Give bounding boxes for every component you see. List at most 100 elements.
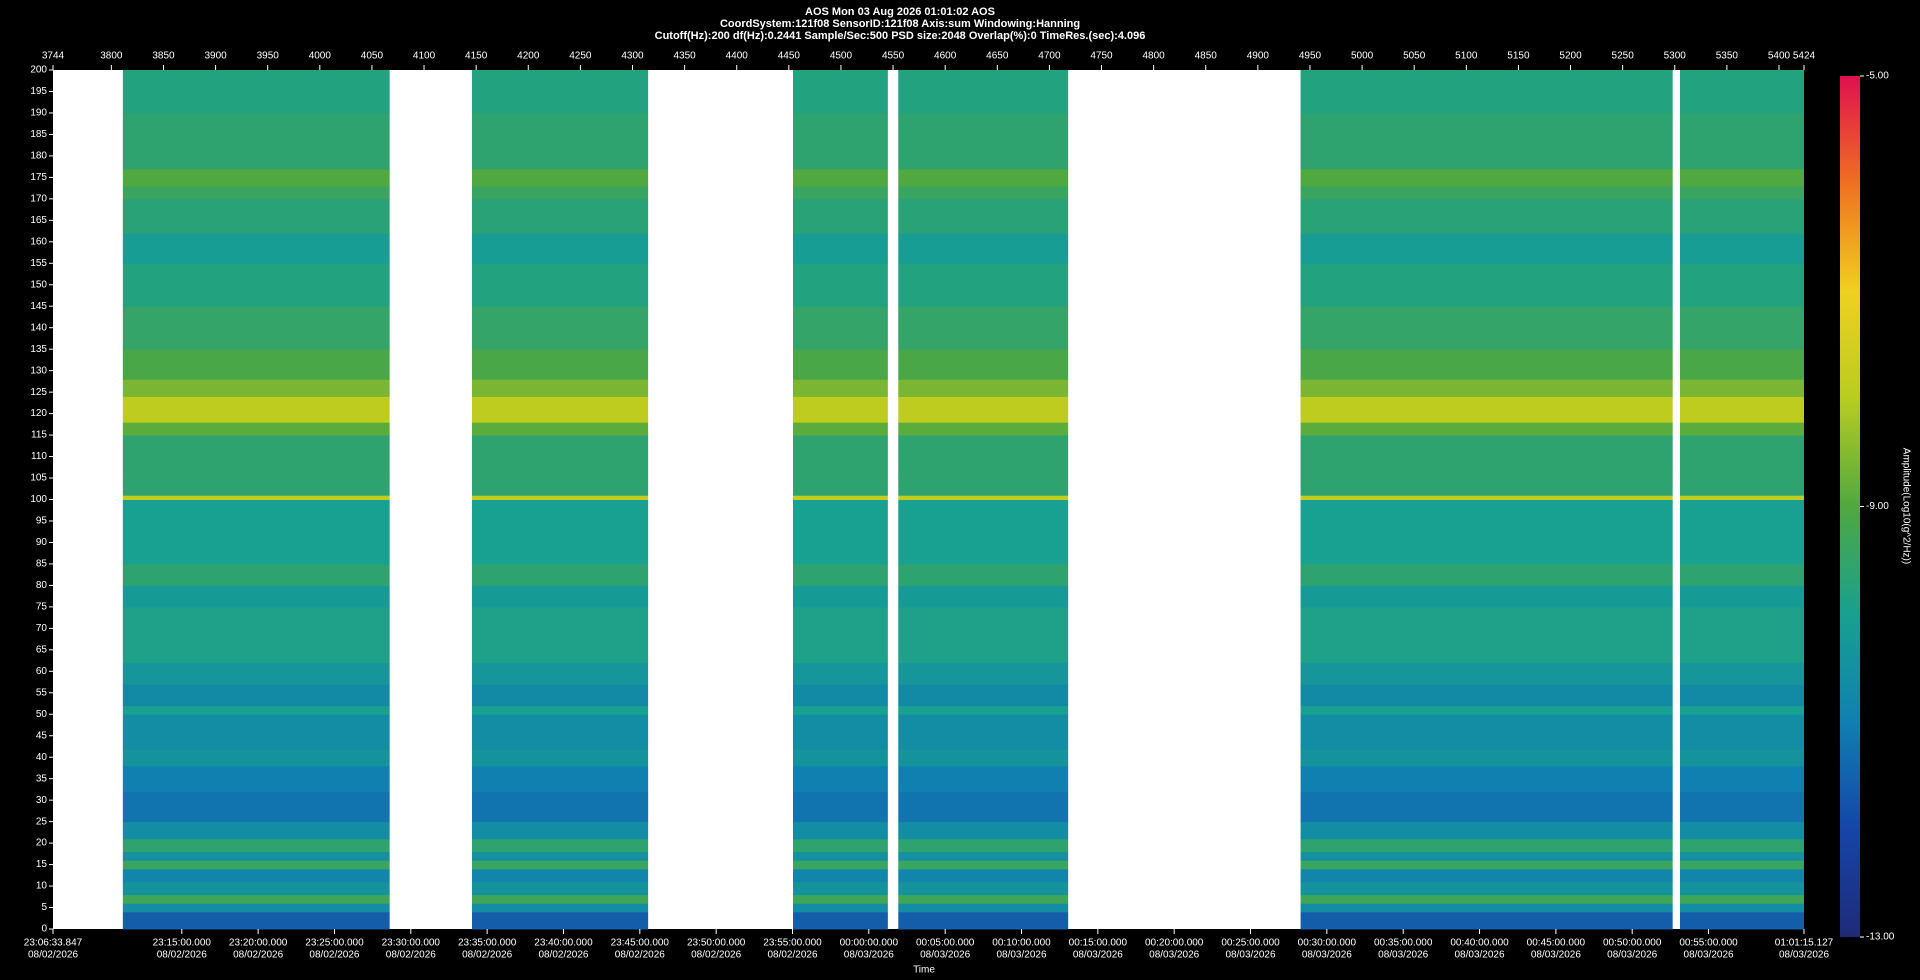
spectrum-cell: [122, 894, 390, 904]
x2-tick-date: 08/02/2026: [538, 950, 588, 961]
spectrum-cell: [122, 714, 390, 750]
spectrum-cell: [1300, 881, 1673, 896]
spectrum-cell: [1679, 881, 1804, 896]
spectrum-cell: [122, 70, 390, 114]
y-tick-label: 150: [30, 279, 47, 290]
spectrum-cell: [1679, 911, 1804, 930]
spectrum-cell: [898, 714, 1069, 750]
spectrum-cell: [122, 606, 390, 664]
spectrum-cell: [793, 349, 888, 380]
spectrum-cell: [1300, 662, 1673, 685]
spectrum-cell: [793, 422, 888, 436]
y-tick-label: 80: [36, 580, 48, 591]
spectrum-cell: [898, 851, 1069, 861]
spectrum-cell: [471, 306, 649, 350]
spectrum-cell: [471, 903, 649, 913]
spectrum-cell: [1679, 422, 1804, 436]
spectrum-cell: [1300, 168, 1673, 187]
spectrum-cell: [1300, 499, 1673, 565]
spectrum-cell: [793, 396, 888, 423]
spectrum-cell: [1679, 903, 1804, 913]
spectrum-cell: [1300, 233, 1673, 264]
spectrum-cell: [122, 435, 390, 479]
spectrum-cell: [1679, 349, 1804, 380]
x-tick-label: 4500: [830, 51, 853, 62]
y-tick-label: 85: [36, 559, 48, 570]
spectrum-cell: [122, 112, 390, 170]
spectrum-cell: [122, 563, 390, 586]
x-tick-label: 5200: [1559, 51, 1582, 62]
spectrum-cell: [1300, 306, 1673, 350]
y-tick-label: 35: [36, 773, 48, 784]
spectrum-cell: [898, 263, 1069, 307]
spectrum-cell: [898, 396, 1069, 423]
x-tick-label: 5000: [1351, 51, 1374, 62]
chart-subtitle: CoordSystem:121f08 SensorID:121f08 Axis:…: [720, 18, 1080, 30]
spectrum-cell: [1679, 185, 1804, 200]
x2-tick-date: 08/03/2026: [1073, 950, 1123, 961]
spectrum-cell: [471, 379, 649, 397]
y-tick-label: 100: [30, 494, 47, 505]
spectrum-cell: [1300, 911, 1673, 930]
spectrum-cell: [471, 705, 649, 715]
spectrum-cell: [122, 903, 390, 913]
x-axis-label: Time: [913, 965, 935, 976]
x-tick-label: 4250: [569, 51, 592, 62]
spectrum-cell: [122, 396, 390, 423]
spectrum-cell: [122, 821, 390, 840]
x2-tick-label: 00:30:00.000: [1298, 938, 1357, 949]
y-tick-label: 60: [36, 666, 48, 677]
spectrum-cell: [1300, 495, 1673, 500]
spectrum-cell: [1679, 838, 1804, 853]
spectrum-cell: [471, 495, 649, 500]
spectrum-cell: [898, 435, 1069, 479]
spectrum-cell: [471, 881, 649, 896]
y-tick-label: 110: [31, 451, 47, 462]
spectrum-cell: [471, 606, 649, 664]
spectrum-cell: [898, 478, 1069, 496]
y-tick-label: 200: [30, 65, 47, 76]
y-tick-label: 90: [36, 537, 48, 548]
spectrum-cell: [898, 911, 1069, 930]
spectrum-cell: [1300, 903, 1673, 913]
x-tick-label: 5350: [1716, 51, 1739, 62]
x2-tick-label: 23:06:33.847: [24, 938, 83, 949]
spectrum-cell: [898, 563, 1069, 586]
x2-tick-label: 00:00:00.000: [840, 938, 899, 949]
spectrum-cell: [898, 868, 1069, 883]
spectrum-cell: [898, 881, 1069, 896]
x2-tick-date: 08/02/2026: [233, 950, 283, 961]
spectrum-cell: [122, 233, 390, 264]
spectrum-cell: [1679, 714, 1804, 750]
x2-tick-date: 08/03/2026: [1378, 950, 1428, 961]
spectrum-cell: [471, 198, 649, 234]
spectrum-cell: [471, 585, 649, 608]
spectrum-cell: [1679, 684, 1804, 707]
y-tick-label: 125: [30, 387, 47, 398]
y-tick-label: 130: [30, 365, 47, 376]
y-tick-label: 140: [30, 322, 47, 333]
spectrum-cell: [793, 198, 888, 234]
y-tick-label: 105: [30, 473, 47, 484]
x-tick-label: 4150: [465, 51, 488, 62]
spectrum-cell: [898, 705, 1069, 715]
x-tick-label: 5150: [1507, 51, 1530, 62]
y-tick-label: 175: [30, 172, 47, 183]
y-tick-label: 165: [30, 215, 47, 226]
spectrum-cell: [471, 349, 649, 380]
spectrum-cell: [898, 684, 1069, 707]
y-tick-label: 10: [36, 881, 48, 892]
y-tick-label: 5: [41, 902, 47, 913]
spectrum-cell: [898, 606, 1069, 664]
spectrum-cell: [471, 791, 649, 823]
spectrum-cell: [471, 894, 649, 904]
x2-tick-label: 23:35:00.000: [458, 938, 517, 949]
x-tick-label: 4450: [778, 51, 801, 62]
spectrum-cell: [1300, 563, 1673, 586]
x-tick-label: 4400: [726, 51, 749, 62]
spectrum-cell: [1300, 349, 1673, 380]
spectrum-cell: [471, 748, 649, 767]
spectrum-cell: [793, 684, 888, 707]
